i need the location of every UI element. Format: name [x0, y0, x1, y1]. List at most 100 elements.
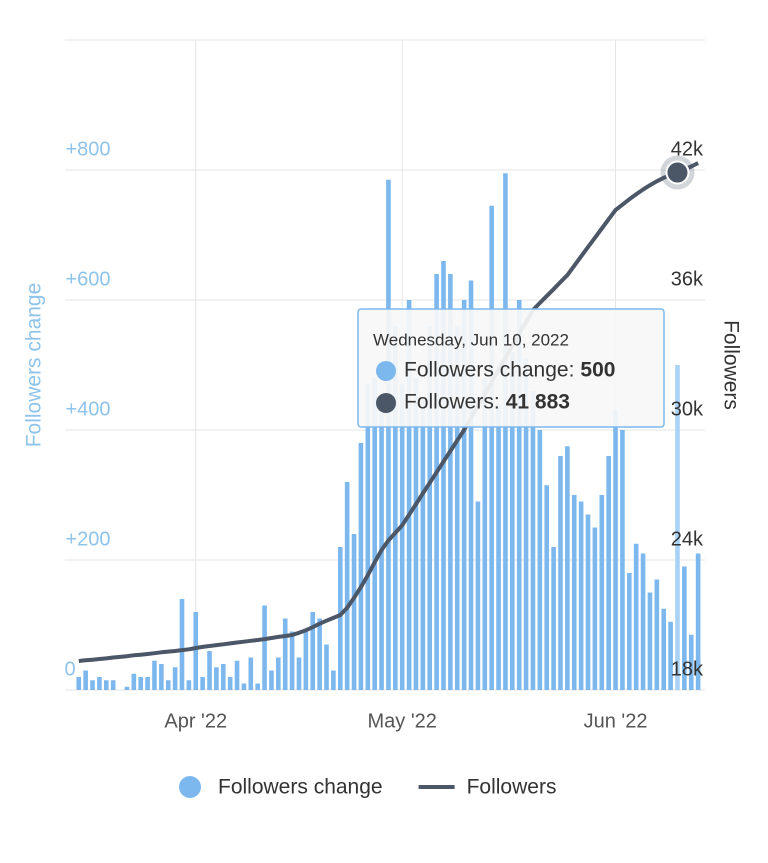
bar [145, 677, 150, 690]
bar [255, 683, 260, 690]
bar [558, 456, 563, 690]
y-tick-label: +600 [65, 268, 110, 290]
y-tick-label: 0 [64, 658, 75, 680]
tooltip-name: Followers: [404, 391, 500, 414]
y2-tick-label: 24k [671, 528, 704, 550]
bar [365, 384, 371, 690]
legend-swatch [179, 776, 201, 798]
bar [475, 501, 481, 690]
bar [159, 664, 164, 690]
bar [76, 677, 82, 690]
bar [379, 397, 384, 690]
y-tick-label: +400 [65, 398, 110, 420]
tooltip-swatch [376, 393, 396, 413]
bar [179, 599, 185, 690]
bar [317, 618, 322, 690]
bar [544, 485, 550, 690]
bar [234, 660, 240, 690]
bar [124, 686, 130, 690]
bar [516, 300, 522, 690]
bar [97, 677, 102, 690]
bar [537, 430, 543, 690]
bar [434, 274, 439, 690]
bar [399, 384, 405, 690]
bar [83, 670, 88, 690]
bar [668, 621, 673, 690]
bar [200, 677, 205, 690]
bar [468, 280, 474, 690]
bar [654, 579, 660, 690]
bar [324, 644, 329, 690]
y2-tick-label: 42k [671, 138, 704, 160]
y2-tick-label: 30k [671, 398, 704, 420]
bar [633, 543, 639, 690]
bar [565, 446, 570, 690]
y2-axis-title: Followers [719, 320, 742, 410]
bar [647, 592, 653, 690]
tooltip-swatch [376, 361, 396, 381]
bar [193, 612, 199, 690]
bar [393, 326, 398, 690]
legend-label: Followers change [218, 776, 383, 799]
hover-point [665, 160, 690, 185]
bar [420, 397, 426, 690]
bar [276, 657, 281, 690]
bar [220, 664, 226, 690]
bar [172, 667, 178, 690]
x-tick-label: Jun '22 [584, 710, 648, 732]
tooltip-value: 500 [580, 359, 615, 382]
bar [152, 660, 157, 690]
bar [103, 680, 109, 690]
bar [571, 495, 577, 690]
bar [599, 495, 605, 690]
bar [695, 553, 701, 690]
tooltip-date: Wednesday, Jun 10, 2022 [373, 330, 569, 349]
bar [510, 352, 515, 690]
bar [585, 514, 591, 690]
bar [406, 300, 412, 690]
bar [262, 605, 267, 690]
bar [282, 618, 288, 690]
bar [331, 670, 336, 690]
bar [90, 680, 95, 690]
x-tick-label: Apr '22 [164, 710, 227, 732]
y-tick-label: +200 [65, 528, 110, 550]
bar [227, 677, 233, 690]
legend-label: Followers [467, 776, 557, 799]
bar [627, 573, 632, 690]
bar [613, 410, 618, 690]
bar [296, 657, 302, 690]
line [78, 161, 699, 663]
y2-tick-label: 18k [671, 658, 704, 680]
tooltip-value: 41 883 [506, 391, 570, 414]
bar [578, 501, 584, 690]
bar [207, 651, 212, 690]
bar [186, 680, 192, 690]
bar [461, 300, 467, 690]
bar [661, 608, 667, 690]
bar [358, 443, 364, 690]
y-tick-label: +800 [65, 138, 110, 160]
bar [386, 179, 391, 690]
bar [482, 378, 488, 690]
bar [289, 631, 295, 690]
tooltip-name: Followers change: [404, 359, 574, 382]
bar [337, 547, 343, 690]
bar [427, 326, 433, 690]
y2-tick-label: 36k [671, 268, 704, 290]
bar [640, 553, 646, 690]
bar [523, 358, 529, 690]
bar [303, 631, 309, 690]
bar [448, 274, 453, 690]
bar [241, 683, 247, 690]
bar [248, 657, 254, 690]
bar [372, 378, 377, 690]
bar [214, 667, 219, 690]
bar [454, 326, 460, 690]
bar [441, 261, 446, 690]
bar [351, 534, 357, 690]
bar [131, 673, 137, 690]
y-axis-title: Followers change [23, 283, 46, 448]
bar [344, 482, 350, 690]
